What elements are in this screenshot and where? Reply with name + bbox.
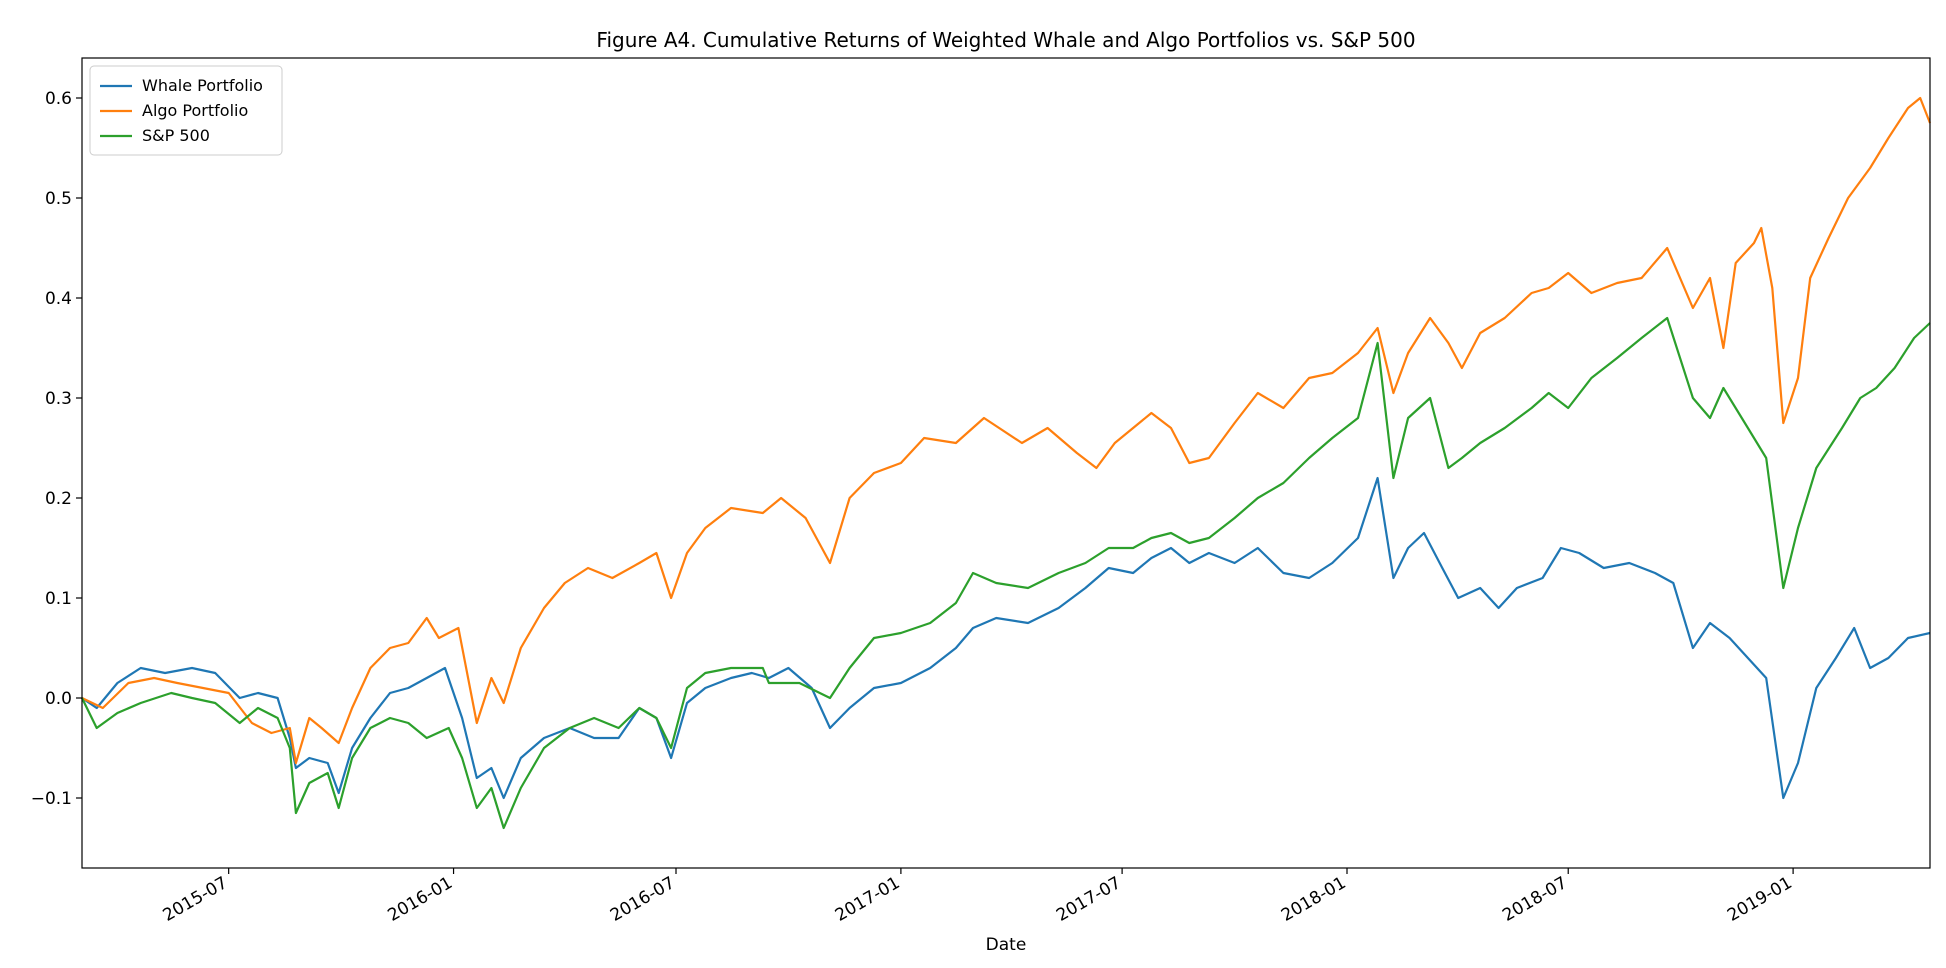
x-tick-label: 2019-01 [1724,873,1796,926]
x-tick-label: 2016-07 [607,873,679,926]
legend-label: Algo Portfolio [142,101,248,120]
legend-label: Whale Portfolio [142,76,263,95]
legend-label: S&P 500 [142,126,210,145]
y-tick-label: 0.3 [45,389,72,409]
x-tick-label: 2015-07 [160,873,232,926]
plot-lines [81,96,1932,830]
y-tick-label: 0.0 [45,689,72,709]
x-tick-label: 2018-07 [1499,873,1571,926]
series-line-2 [81,316,1931,830]
chart-title: Figure A4. Cumulative Returns of Weighte… [596,28,1415,52]
legend: Whale Portfolio Algo Portfolio S&P 500 [89,65,283,156]
y-tick-label: 0.6 [45,89,72,109]
series-line-1 [81,96,1932,765]
y-tick-label: 0.2 [45,489,72,509]
x-axis: 2015-07 2016-01 2016-07 2017-01 2017-07 2018-… [160,868,1796,926]
y-axis: −0.1 0.0 0.1 0.2 0.3 0.4 0.5 0.6 [31,89,82,809]
y-tick-label: 0.4 [45,289,72,309]
x-tick-label: 2018-01 [1278,873,1350,926]
plot-frame [81,57,1931,869]
y-tick-label: 0.5 [45,189,72,209]
y-tick-label: 0.1 [45,589,72,609]
legend-box [89,65,283,156]
x-tick-label: 2017-01 [832,873,904,926]
x-tick-label: 2016-01 [385,873,457,926]
x-tick-label: 2017-07 [1053,873,1125,926]
x-axis-label: Date [986,935,1027,955]
series-line-0 [81,476,1931,800]
y-tick-label: −0.1 [31,789,72,809]
